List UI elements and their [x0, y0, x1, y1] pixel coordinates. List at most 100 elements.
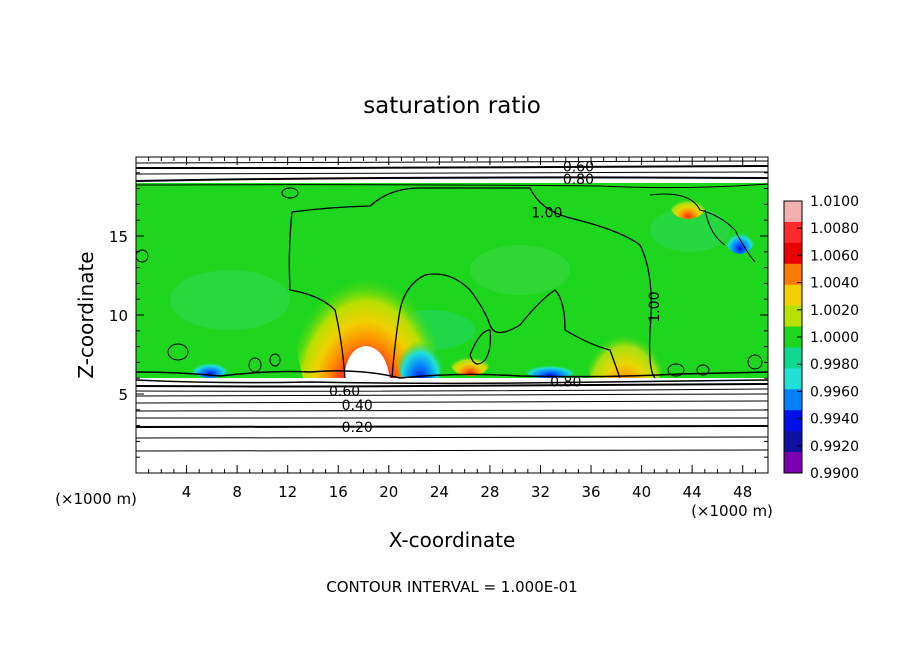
contour-interval: CONTOUR INTERVAL = 1.000E-01: [326, 578, 577, 596]
colorbar-tick-label: 1.0100: [810, 194, 859, 210]
colorbar-swatch: [784, 347, 802, 369]
contour-line: [136, 160, 768, 164]
colorbar-swatch: [784, 201, 802, 223]
plume-top-right: [670, 191, 706, 219]
colorbar-tick-label: 1.0060: [810, 248, 859, 264]
contour-line: [136, 171, 768, 175]
contour-island: [667, 363, 685, 377]
y-tick-label: 15: [109, 228, 128, 246]
contour-line: [136, 379, 768, 385]
contour-line: [136, 425, 768, 428]
contour-label-text: 0.20: [342, 420, 373, 436]
colorbar-swatch: [784, 410, 802, 432]
contour-line: [136, 388, 768, 392]
plume-small: [450, 348, 490, 376]
colorbar-tick-label: 1.0080: [810, 221, 859, 237]
contour-island: [649, 193, 756, 263]
colorbar-tick-label: 0.9920: [810, 439, 859, 455]
x-tick-label: 4: [182, 483, 192, 501]
contour-line: [136, 383, 768, 388]
colorbar-swatch: [784, 242, 802, 265]
colorbar-tick-label: 1.0020: [810, 303, 859, 319]
contour-1.00-sub: [469, 329, 492, 365]
contour-label: 0.40: [342, 398, 373, 414]
contour-island: [167, 343, 189, 361]
x-tick-label: 16: [329, 483, 348, 501]
blue-blob: [525, 361, 575, 379]
colorbar-tick-label: 0.9960: [810, 384, 859, 400]
contour-label-text: 0.40: [342, 398, 373, 414]
contour-label-text: 0.60: [329, 384, 360, 400]
x-tick-label: 44: [683, 483, 702, 501]
colorbar-tick-label: 0.9940: [810, 412, 859, 428]
x-tick-label: 20: [379, 483, 398, 501]
y-axis: 5 10 15: [109, 172, 768, 458]
upper-contours: [136, 160, 768, 189]
contour-label: 1.00: [531, 205, 562, 221]
colorbar: 1.0100 1.0080 1.0060 1.0040 1.0020 1.0000 0.99…: [783, 194, 859, 482]
x-tick-label: 36: [581, 483, 600, 501]
field-patch: [170, 270, 290, 330]
colorbar-swatch: [784, 284, 802, 307]
colorbar-swatch: [784, 305, 802, 328]
colorbar-swatch: [784, 431, 802, 453]
contour-line: [136, 370, 768, 379]
y-tick-label: 5: [118, 386, 128, 404]
x-tick-label: 28: [480, 483, 499, 501]
contour-line: [136, 449, 768, 452]
contour-label: 0.80: [550, 374, 581, 390]
contour-line: [136, 165, 768, 169]
colorbar-swatch: [784, 326, 802, 348]
x-tick-label: 32: [531, 483, 550, 501]
contour-line: [136, 409, 768, 412]
x-tick-label: 24: [430, 483, 449, 501]
contour-island: [269, 353, 281, 367]
contour-label: 0.60: [329, 384, 360, 400]
contour-islands: [136, 187, 763, 377]
blue-blob: [192, 358, 228, 378]
chart-title: saturation ratio: [363, 93, 541, 119]
colorbar-tick-label: 1.0040: [810, 276, 859, 292]
contour-1.00: [288, 187, 656, 379]
contour-label: 0.60: [563, 159, 594, 175]
x-axis-label: X-coordinate: [389, 528, 516, 552]
colorbar-tick-label: 1.0000: [810, 330, 859, 346]
contour-label-text: 0.60: [563, 159, 594, 175]
contour-label-layer: 0.600.801.001.001.000.800.600.400.20: [329, 159, 663, 436]
contour-line: [136, 400, 768, 404]
y-axis-label: Z-coordinate: [74, 251, 98, 378]
contour-label: 0.20: [342, 420, 373, 436]
contour-line: [136, 393, 768, 397]
contour-label: 0.80: [563, 172, 594, 188]
field-patch: [470, 245, 570, 295]
x-axis: 4 8 12 16 20 24 28 32 36 40 44 48: [148, 157, 756, 501]
x-tick-label: 40: [632, 483, 651, 501]
contour-label: 1.00: [647, 292, 663, 323]
x-tick-label: 8: [232, 483, 242, 501]
contour-label-text: 1.00: [647, 292, 663, 323]
x-tick-label: 12: [278, 483, 297, 501]
contour-line: [136, 183, 768, 189]
x-unit-left: (×1000 m): [55, 490, 137, 508]
x-tick-label: 48: [733, 483, 752, 501]
lower-contours: [136, 370, 768, 452]
contour-label-text: 0.80: [550, 374, 581, 390]
colorbar-swatch: [784, 452, 802, 474]
colorbar-swatch: [784, 263, 802, 286]
colorbar-swatch: [784, 389, 802, 411]
contour-island: [281, 187, 299, 199]
contour-label-text: 1.00: [531, 205, 562, 221]
x-unit-right: (×1000 m): [691, 502, 773, 520]
contour-label-text: 0.80: [563, 172, 594, 188]
contour-island: [747, 354, 763, 370]
colorbar-swatch: [784, 368, 802, 390]
field-patch: [650, 208, 730, 252]
y-tick-label: 10: [109, 307, 128, 325]
contour-line: [136, 176, 768, 182]
contour-line: [136, 436, 768, 439]
colorbar-tick-label: 0.9900: [810, 466, 859, 482]
colorbar-tick-label: 0.9980: [810, 357, 859, 373]
contour-island: [136, 249, 149, 263]
contour-island: [696, 364, 710, 376]
